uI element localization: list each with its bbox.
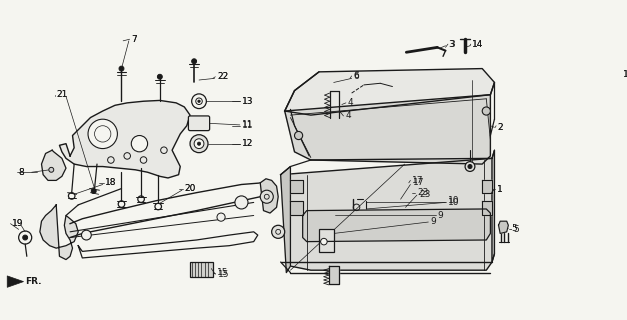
Text: 1: 1	[497, 185, 503, 194]
Circle shape	[260, 190, 273, 203]
Text: 20: 20	[184, 184, 196, 193]
Text: 10: 10	[448, 196, 460, 205]
Text: 19: 19	[12, 219, 24, 228]
Text: 22: 22	[217, 72, 228, 81]
Circle shape	[88, 119, 117, 148]
Circle shape	[194, 139, 204, 148]
Text: 2: 2	[497, 123, 503, 132]
Text: FR.: FR.	[25, 277, 41, 286]
Circle shape	[468, 164, 472, 169]
Circle shape	[271, 225, 285, 238]
Text: 22: 22	[217, 72, 228, 81]
Circle shape	[119, 66, 124, 71]
Text: 6: 6	[353, 71, 359, 80]
Text: 21: 21	[56, 90, 68, 99]
Polygon shape	[260, 179, 278, 213]
Text: 13: 13	[242, 97, 254, 106]
Text: 12: 12	[241, 139, 253, 148]
Text: 19: 19	[12, 219, 24, 228]
Circle shape	[198, 142, 201, 145]
Circle shape	[192, 59, 197, 64]
Circle shape	[92, 188, 96, 194]
Text: 8: 8	[19, 168, 24, 177]
Circle shape	[235, 196, 248, 209]
Circle shape	[82, 230, 92, 240]
Circle shape	[482, 107, 490, 115]
Text: 8: 8	[19, 168, 24, 177]
Text: 21: 21	[56, 90, 68, 99]
Text: 11: 11	[242, 120, 254, 129]
Text: 13: 13	[241, 97, 253, 106]
Text: 6: 6	[353, 72, 359, 81]
Text: 17: 17	[412, 176, 423, 185]
Circle shape	[49, 167, 54, 172]
Polygon shape	[303, 209, 490, 242]
Text: 17: 17	[413, 178, 424, 187]
Polygon shape	[290, 201, 303, 215]
Text: 12: 12	[242, 139, 254, 148]
Polygon shape	[8, 276, 24, 287]
Polygon shape	[60, 100, 190, 178]
Polygon shape	[285, 68, 495, 115]
Text: 9: 9	[431, 217, 436, 226]
Circle shape	[295, 132, 303, 140]
Text: 14: 14	[472, 40, 484, 49]
Circle shape	[23, 235, 28, 240]
Circle shape	[131, 135, 147, 152]
Text: 7: 7	[131, 35, 137, 44]
Text: 20: 20	[184, 184, 196, 193]
Text: 5: 5	[511, 224, 517, 233]
Polygon shape	[498, 221, 508, 234]
Text: 4: 4	[347, 98, 353, 108]
Text: 11: 11	[241, 121, 253, 130]
Text: 23: 23	[417, 188, 428, 197]
Polygon shape	[281, 158, 492, 270]
Bar	[190, 262, 213, 277]
Text: 18: 18	[105, 178, 117, 187]
Text: 3: 3	[450, 40, 455, 49]
Polygon shape	[40, 205, 78, 260]
Circle shape	[190, 135, 208, 153]
Polygon shape	[290, 180, 303, 193]
Text: 3: 3	[448, 40, 454, 49]
Text: 7: 7	[131, 35, 137, 44]
Circle shape	[465, 162, 475, 172]
Polygon shape	[41, 150, 66, 180]
Text: 4: 4	[346, 111, 352, 120]
Text: 9: 9	[438, 211, 443, 220]
Text: 10: 10	[448, 198, 460, 207]
Text: 16: 16	[623, 70, 627, 79]
Text: 18: 18	[105, 178, 117, 187]
Text: 5: 5	[514, 225, 519, 234]
Text: 1: 1	[497, 185, 503, 194]
Circle shape	[157, 74, 162, 79]
Polygon shape	[329, 266, 339, 284]
Text: 14: 14	[472, 40, 484, 49]
Text: 2: 2	[497, 123, 503, 132]
Circle shape	[320, 238, 327, 245]
Text: 15: 15	[217, 268, 228, 277]
Text: 23: 23	[419, 190, 431, 199]
Circle shape	[198, 100, 200, 102]
Polygon shape	[482, 201, 492, 215]
Polygon shape	[281, 166, 290, 273]
Bar	[319, 229, 334, 252]
FancyBboxPatch shape	[188, 116, 209, 131]
Text: 16: 16	[623, 70, 627, 79]
Text: 15: 15	[218, 270, 229, 279]
Circle shape	[217, 213, 225, 221]
Polygon shape	[482, 180, 492, 193]
Polygon shape	[492, 150, 495, 262]
Polygon shape	[285, 95, 490, 164]
